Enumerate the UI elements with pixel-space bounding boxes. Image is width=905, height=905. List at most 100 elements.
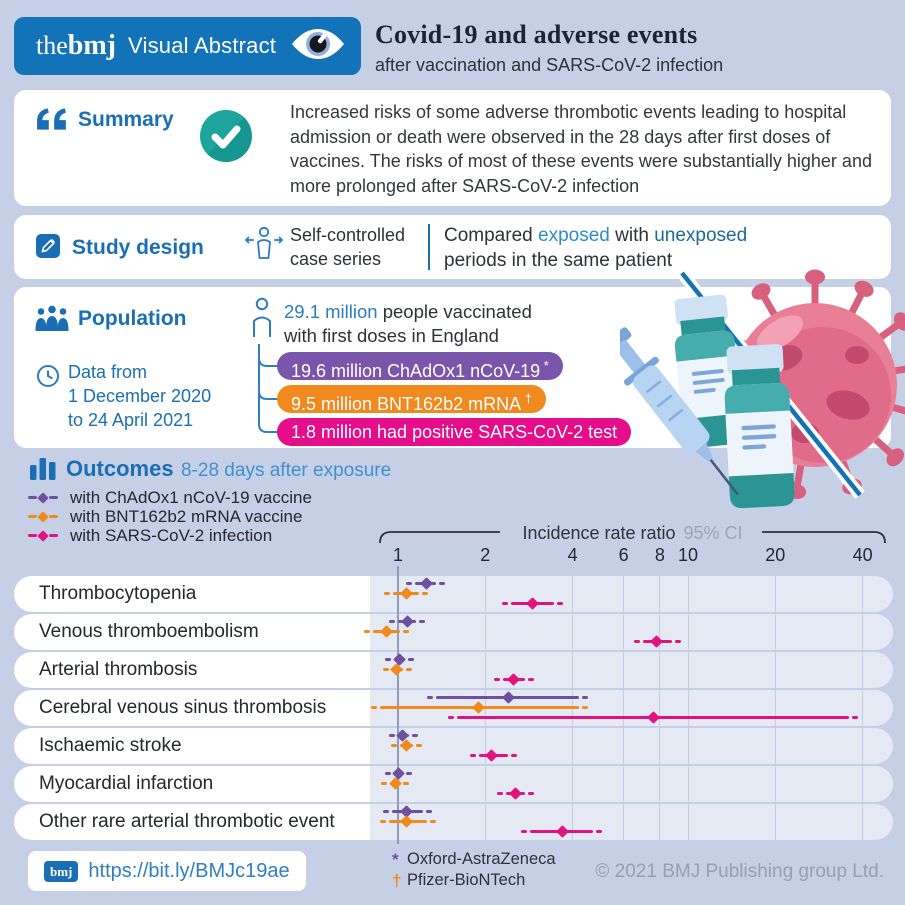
total-rest: people vaccinated — [377, 301, 532, 322]
comparison-line1: Compared exposed with unexposed — [444, 224, 747, 249]
outcome-label: Venous thromboembolism — [14, 614, 370, 650]
population-group-pill: 9.5 million BNT162b2 mRNA † — [277, 385, 546, 414]
data-point — [419, 576, 433, 590]
ci-dash — [381, 781, 388, 785]
footnotes: * Oxford-AstraZeneca † Pfizer-BioNTech — [392, 849, 556, 891]
data-point — [379, 624, 393, 638]
bracket-connector — [252, 344, 282, 443]
study-design-panel — [14, 215, 891, 279]
short-url[interactable]: https://bit.ly/BMJc19ae — [88, 859, 290, 882]
diamond-marker — [37, 491, 49, 504]
ci-dash — [391, 743, 398, 747]
date-line1: Data from — [68, 362, 148, 382]
outcome-row: Thrombocytopenia — [14, 576, 893, 612]
legend-marker — [28, 491, 62, 504]
plot-band — [370, 576, 893, 612]
footnote-symbol: * — [540, 358, 549, 373]
legend-label: with BNT162b2 mRNA vaccine — [70, 506, 303, 526]
footnote-symbol: † — [521, 391, 532, 406]
ci-dash — [426, 695, 433, 699]
ci-dash — [379, 819, 386, 823]
dash-marker — [49, 534, 58, 537]
ci-dash — [385, 771, 392, 775]
outcomes-subheading: 8-28 days after exposure — [181, 460, 392, 481]
chart-rows: Thrombocytopenia Venous thromboembolism Ar… — [14, 576, 893, 842]
plot-band — [370, 804, 893, 840]
ci-dash — [556, 601, 563, 605]
data-point — [390, 662, 404, 676]
plot-band — [364, 614, 893, 650]
footnote: * Oxford-AstraZeneca — [392, 849, 556, 870]
data-point — [389, 776, 402, 790]
plot-band — [370, 690, 893, 726]
legend-marker — [28, 529, 62, 542]
axis-ci-label: 95% CI — [683, 523, 743, 543]
comparison-line2: periods in the same patient — [444, 249, 673, 271]
exposed-word: exposed — [538, 225, 610, 246]
axis-tick-label: 8 — [654, 545, 665, 565]
ci-dash — [852, 715, 859, 719]
ci-dash — [421, 591, 428, 595]
study-method-line2: case series — [290, 248, 382, 269]
outcome-row: Venous thromboembolism — [14, 614, 893, 650]
outcome-label: Cerebral venous sinus thrombosis — [14, 690, 370, 726]
outcome-row: Arterial thrombosis — [14, 652, 893, 688]
data-point — [647, 710, 660, 724]
footnote-label: Pfizer-BioNTech — [407, 871, 526, 889]
ci-dash — [371, 705, 378, 709]
ci-dash — [416, 743, 423, 747]
study-method: Self-controlled case series — [290, 224, 405, 272]
ci-dash — [581, 695, 588, 699]
outcome-row: Ischaemic stroke — [14, 728, 893, 764]
url-pill[interactable]: bmj https://bit.ly/BMJc19ae — [28, 851, 306, 891]
axis-header: Incidence rate ratio 95% CI — [372, 523, 893, 547]
outcome-label: Arterial thrombosis — [14, 652, 370, 688]
dash-marker — [28, 496, 37, 499]
data-point — [525, 596, 539, 610]
data-point — [472, 700, 486, 714]
outcome-label: Myocardial infarction — [14, 766, 370, 802]
copyright: © 2021 BMJ Publishing group Ltd. — [595, 861, 884, 882]
logo-the: the — [36, 31, 68, 60]
footnote-symbol: † — [392, 870, 402, 890]
people-icon — [34, 305, 70, 336]
ci-dash — [426, 809, 433, 813]
ci-dash — [520, 829, 527, 833]
outcome-row: Myocardial infarction — [14, 766, 893, 802]
person-outline-icon — [250, 297, 274, 344]
legend-label: with ChAdOx1 nCoV-19 vaccine — [70, 487, 312, 507]
comparison-mid: with — [609, 225, 655, 246]
ci-dash — [528, 677, 535, 681]
outcome-label: Ischaemic stroke — [14, 728, 370, 764]
ci-dash — [438, 581, 445, 585]
data-point — [485, 748, 498, 762]
chart-legend: with ChAdOx1 nCoV-19 vaccine with BNT162b… — [28, 488, 312, 545]
ci-dash — [595, 829, 602, 833]
ci-dash — [430, 819, 437, 823]
clock-icon — [36, 364, 60, 393]
axis-tick-label: 1 — [392, 545, 404, 565]
total-count: 29.1 million — [284, 301, 378, 322]
page-title: Covid-19 and adverse events — [375, 20, 698, 49]
plot-band — [370, 652, 893, 688]
data-point — [400, 814, 413, 828]
page-subtitle: after vaccination and SARS-CoV-2 infecti… — [375, 55, 724, 75]
ci-dash — [383, 591, 390, 595]
ci-dash — [493, 677, 500, 681]
ci-dash — [403, 629, 410, 633]
footnote-label: Oxford-AstraZeneca — [407, 850, 556, 868]
dash-marker — [49, 496, 58, 499]
ci-dash — [528, 791, 535, 795]
ci-dash — [405, 771, 412, 775]
ci-dash — [496, 791, 503, 795]
population-group-pill: 1.8 million had positive SARS-CoV-2 test — [277, 418, 632, 446]
pencil-icon — [36, 234, 60, 263]
axis-tick-label: 20 — [765, 545, 786, 565]
axis-tick-label: 2 — [480, 545, 491, 565]
ci-dash — [405, 581, 412, 585]
study-design-heading: Study design — [72, 236, 204, 259]
axis-tick-label: 6 — [618, 545, 629, 565]
ci-dash — [469, 753, 476, 757]
ci-dash — [364, 629, 371, 633]
axis-tick-label: 40 — [852, 545, 873, 565]
